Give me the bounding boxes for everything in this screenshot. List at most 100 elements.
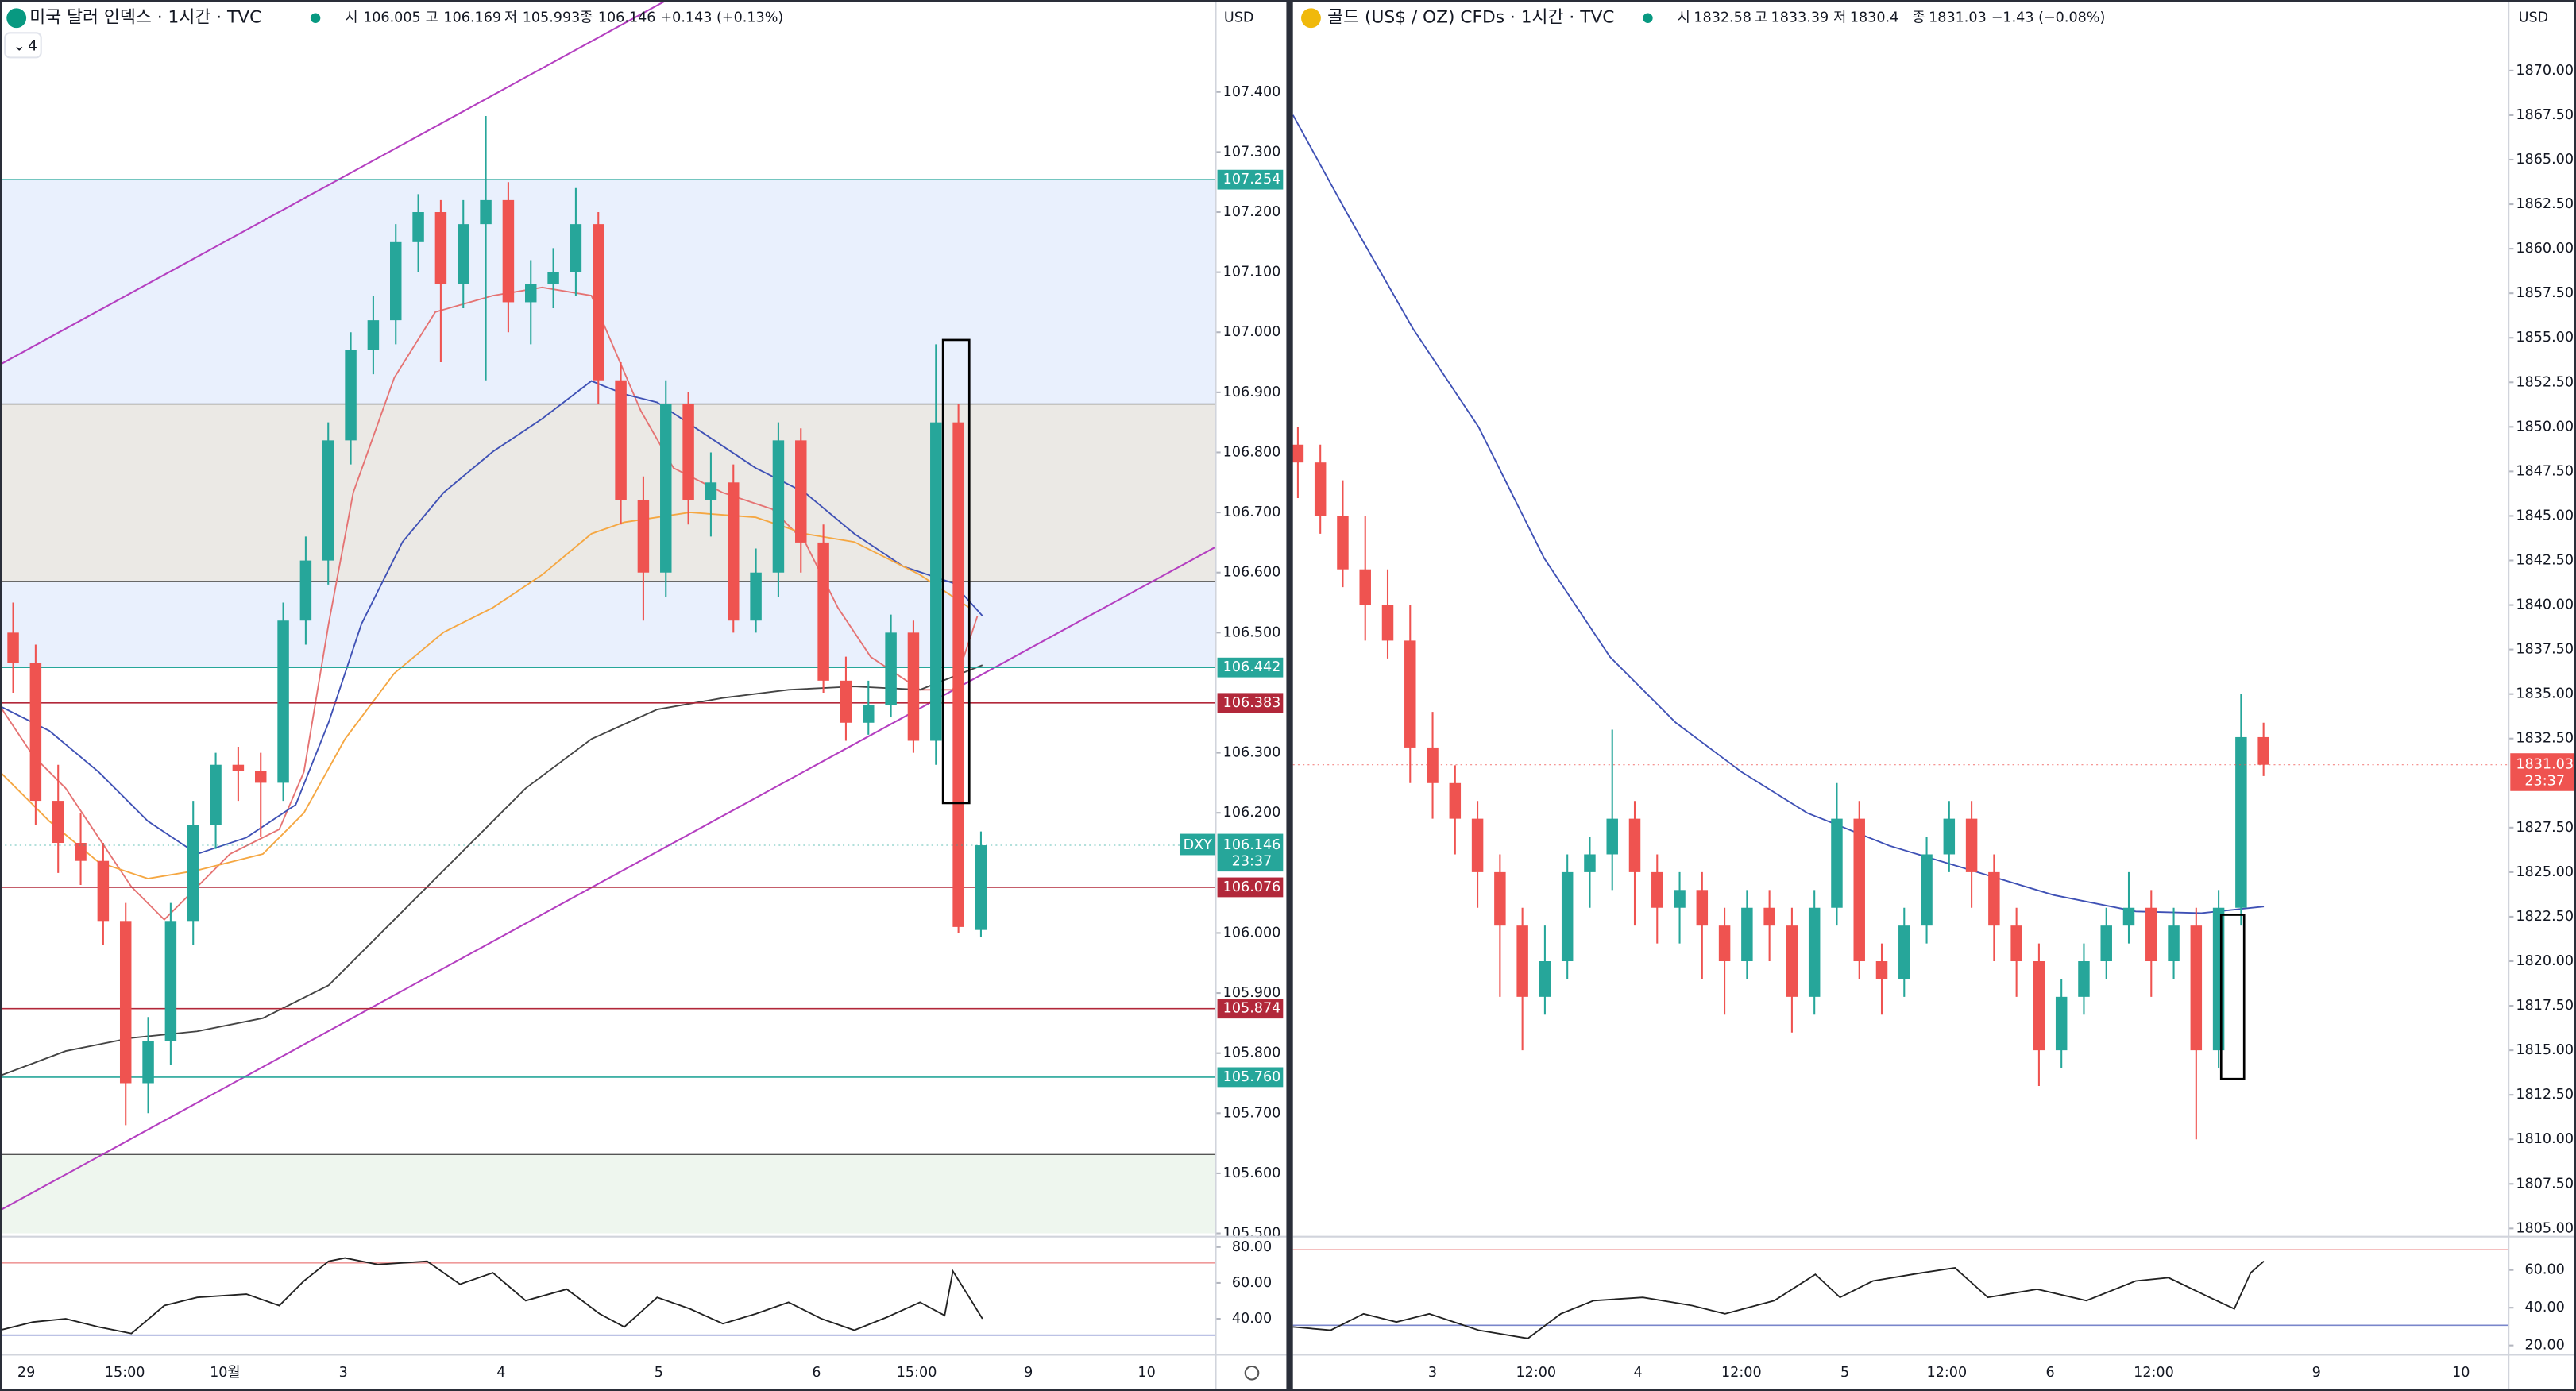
x-tick-label: 10 xyxy=(1137,1365,1155,1381)
x-tick-label: 3 xyxy=(339,1365,348,1381)
candle-body xyxy=(840,680,852,723)
candle-body xyxy=(660,404,672,573)
candle-body xyxy=(2190,925,2203,1051)
ohlc-label: 종 xyxy=(580,10,593,26)
y-tick-label: 106.500 xyxy=(1223,624,1281,640)
candle-body xyxy=(1808,907,1821,997)
ohlc-label: 시 xyxy=(1678,10,1690,26)
zone-gray xyxy=(0,404,1216,582)
y-tick-label: 107.100 xyxy=(1223,265,1281,280)
x-tick-label: 12:00 xyxy=(1516,1365,1556,1381)
x-tick-label: 9 xyxy=(1024,1365,1033,1381)
candle-body xyxy=(728,482,740,621)
y-tick-label: 105.700 xyxy=(1223,1105,1281,1121)
y-tick-label: 105.900 xyxy=(1223,985,1281,1001)
candle-body xyxy=(1494,871,1506,926)
y-tick-label: 1852.50 xyxy=(2516,374,2574,390)
ohlc-label: 고 xyxy=(426,10,438,26)
y-tick-label: 1817.50 xyxy=(2516,998,2574,1014)
ohlc-value: 1830.4 xyxy=(1850,10,1898,26)
y-tick-label: 1812.50 xyxy=(2516,1087,2574,1103)
candle-body xyxy=(2235,736,2247,908)
candle-body xyxy=(367,320,380,350)
x-tick-label: 12:00 xyxy=(1721,1365,1762,1381)
y-tick-label: 1842.50 xyxy=(2516,553,2574,569)
price-label-bg xyxy=(1217,657,1284,678)
y-tick-label: 1862.50 xyxy=(2516,196,2574,212)
y-tick-label: 105.800 xyxy=(1223,1045,1281,1061)
candle-body xyxy=(1427,747,1439,783)
candle-body xyxy=(2033,961,2045,1051)
ohlc-value: 1833.39 xyxy=(1771,10,1829,26)
candle-body xyxy=(322,440,334,561)
candle-body xyxy=(795,440,807,543)
settings-icon[interactable] xyxy=(1244,1365,1260,1381)
ma-long xyxy=(0,664,983,1076)
y-tick-label: 1825.00 xyxy=(2516,864,2574,880)
symbol-icon[interactable] xyxy=(1301,8,1321,29)
ohlc-value: 106.169 xyxy=(443,10,501,26)
price-label: 105.874 xyxy=(1223,1001,1281,1017)
symbol-title: 골드 (US$ / OZ) CFDs · 1시간 · TVC xyxy=(1327,8,1614,28)
candle-body xyxy=(975,845,987,930)
candle-body xyxy=(750,572,762,621)
candle-body xyxy=(1449,782,1462,819)
x-tick-label: 6 xyxy=(812,1365,821,1381)
y-tick-label: 1810.00 xyxy=(2516,1131,2574,1147)
countdown: 23:37 xyxy=(2524,773,2565,789)
x-tick-label: 15:00 xyxy=(897,1365,937,1381)
last-price: 1831.03 xyxy=(2516,757,2574,773)
rsi-tick-label: 80.00 xyxy=(1232,1239,1272,1255)
candle-body xyxy=(2257,736,2269,765)
price-label-bg xyxy=(1217,999,1284,1019)
y-tick-label: 1865.00 xyxy=(2516,152,2574,168)
y-tick-label: 107.200 xyxy=(1223,204,1281,220)
price-label-bg xyxy=(1217,693,1284,713)
candle-body xyxy=(682,404,694,500)
candle-body xyxy=(1337,516,1349,570)
candle-body xyxy=(1314,462,1327,516)
candle-body xyxy=(1651,871,1663,908)
candle-body xyxy=(142,1041,154,1084)
x-tick-label: 5 xyxy=(1840,1365,1849,1381)
candle-body xyxy=(1718,925,1731,962)
y-tick-label: 107.000 xyxy=(1223,324,1281,340)
candle-body xyxy=(75,843,87,861)
candle-body xyxy=(570,224,582,272)
currency[interactable]: USD xyxy=(2519,10,2549,26)
candle-body xyxy=(1965,818,1978,872)
price-label-bg xyxy=(1217,877,1284,898)
candle-body xyxy=(1516,925,1528,997)
ma-line xyxy=(1292,114,2265,914)
candle-body xyxy=(2100,925,2112,962)
candle-body xyxy=(593,224,604,381)
candle-body xyxy=(345,350,357,441)
candle-body xyxy=(210,764,222,825)
candle-body xyxy=(1763,907,1775,926)
y-tick-label: 107.300 xyxy=(1223,144,1281,160)
y-tick-label: 1820.00 xyxy=(2516,953,2574,969)
currency[interactable]: USD xyxy=(1224,10,1254,26)
y-tick-label: 106.000 xyxy=(1223,925,1281,941)
candle-body xyxy=(2055,996,2068,1051)
indicator-toggle[interactable] xyxy=(4,32,42,59)
rsi-tick-label: 40.00 xyxy=(1232,1311,1272,1327)
ohlc-label: 시 xyxy=(345,10,357,26)
x-tick-label: 10 xyxy=(2452,1365,2470,1381)
candle-body xyxy=(525,284,537,303)
symbol-icon[interactable] xyxy=(6,8,27,29)
y-tick-label: 106.800 xyxy=(1223,444,1281,460)
highlight-box xyxy=(941,338,971,805)
y-tick-label: 1870.00 xyxy=(2516,63,2574,79)
y-tick-label: 1847.50 xyxy=(2516,463,2574,479)
candle-body xyxy=(7,632,19,663)
candle-body xyxy=(412,212,424,242)
y-tick-label: 1855.00 xyxy=(2516,330,2574,346)
candle-body xyxy=(1381,605,1394,641)
candle-body xyxy=(277,620,289,783)
candle-body xyxy=(1539,961,1551,997)
x-tick-label: 6 xyxy=(2046,1365,2055,1381)
y-tick-label: 1845.00 xyxy=(2516,508,2574,524)
